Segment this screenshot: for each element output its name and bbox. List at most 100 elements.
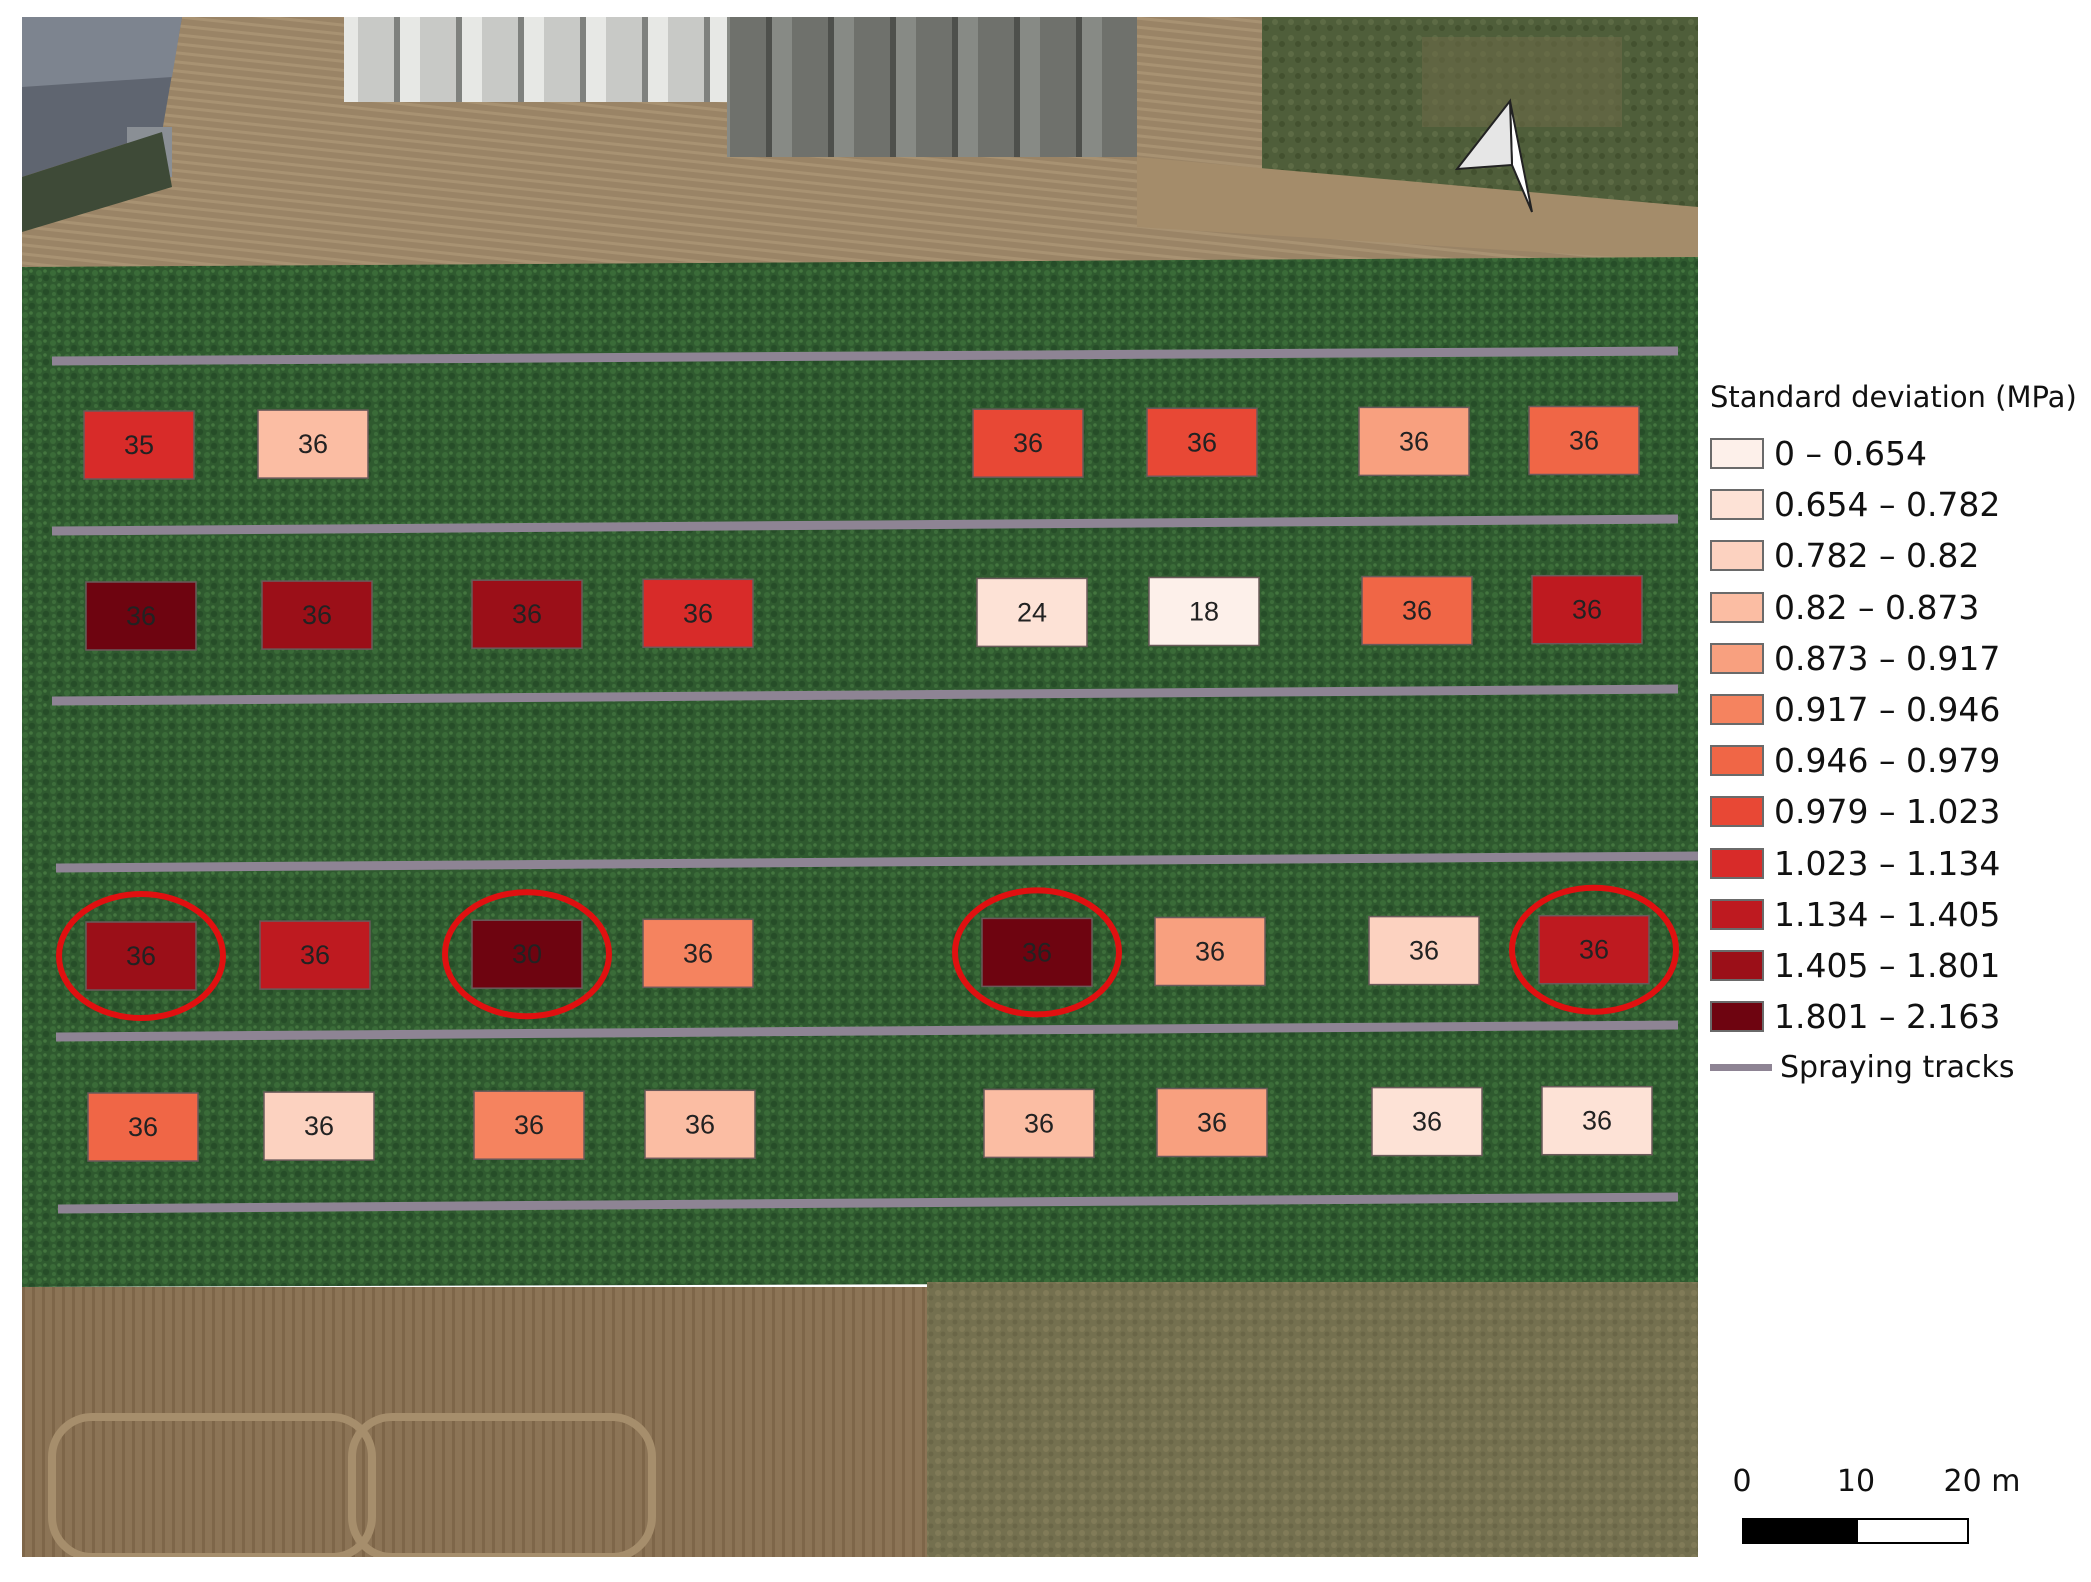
plot-rect bbox=[1358, 406, 1470, 477]
garden-bed bbox=[1422, 37, 1622, 127]
legend-swatch bbox=[1710, 898, 1764, 930]
plot: 36 bbox=[257, 409, 369, 479]
plot-label: 36 bbox=[126, 601, 156, 631]
legend-row: 1.023 – 1.134 bbox=[1710, 838, 2090, 889]
plot-label: 36 bbox=[1197, 1108, 1227, 1138]
plot-rect bbox=[87, 1092, 199, 1162]
track-road bbox=[1137, 157, 1698, 262]
legend-row: 0.873 – 0.917 bbox=[1710, 633, 2090, 684]
plot-label: 36 bbox=[1399, 426, 1429, 456]
plot: 35 bbox=[83, 410, 195, 480]
legend-swatch bbox=[1710, 847, 1764, 879]
north-arrow-icon bbox=[1454, 98, 1533, 213]
spraying-track bbox=[55, 1020, 1679, 1042]
plot: 36 bbox=[85, 581, 197, 651]
plot-rect bbox=[263, 1091, 375, 1161]
plot-rect bbox=[1148, 576, 1260, 647]
plot-rect bbox=[1156, 1087, 1268, 1158]
aerial-map: 35 36 36 36 36 36 36 36 36 36 24 18 36 36 36 36 30 36 36 36… bbox=[22, 17, 1698, 1557]
plot-label: 36 bbox=[300, 940, 330, 970]
building-roof-light bbox=[22, 17, 182, 87]
spraying-track bbox=[51, 514, 1679, 536]
plot-rect bbox=[972, 408, 1084, 478]
plot-label: 36 bbox=[304, 1111, 334, 1141]
legend-swatch bbox=[1710, 694, 1764, 726]
plot-label: 36 bbox=[128, 1112, 158, 1142]
plot-rect bbox=[1154, 916, 1266, 987]
legend-row: 0.82 – 0.873 bbox=[1710, 582, 2090, 633]
plot-rect bbox=[642, 918, 754, 989]
legend-label: 0.917 – 0.946 bbox=[1774, 690, 2001, 730]
plot-label: 36 bbox=[126, 941, 156, 971]
spraying-track bbox=[55, 851, 1698, 873]
spraying-tracks bbox=[51, 346, 1698, 1214]
greenhouses-dark bbox=[727, 17, 1137, 157]
plot-label: 24 bbox=[1017, 597, 1047, 627]
plot-rect bbox=[473, 1090, 585, 1160]
plot: 36 bbox=[1368, 915, 1480, 986]
plot-label: 36 bbox=[683, 598, 713, 628]
plot-label: 36 bbox=[1569, 426, 1599, 456]
plot-rect bbox=[259, 920, 371, 990]
legend-row: 0.782 – 0.82 bbox=[1710, 530, 2090, 581]
plot: 36 bbox=[1358, 406, 1470, 477]
legend-label: 0.654 – 0.782 bbox=[1774, 485, 2001, 525]
plot: 36 bbox=[87, 1092, 199, 1162]
spraying-track bbox=[51, 684, 1679, 706]
plot-rect bbox=[257, 409, 369, 479]
legend-swatch bbox=[1710, 489, 1764, 521]
plot: 36 bbox=[1541, 1085, 1653, 1156]
legend-label: 0.82 – 0.873 bbox=[1774, 587, 1980, 627]
legend-row: 1.134 – 1.405 bbox=[1710, 889, 2090, 940]
highlight-circle bbox=[442, 889, 612, 1020]
plot: 36 bbox=[263, 1091, 375, 1161]
legend-title: Standard deviation (MPa) bbox=[1710, 380, 2077, 414]
map-canvas: 35 36 36 36 36 36 36 36 36 36 24 18 36 36 36 36 30 36 36 36… bbox=[22, 17, 1698, 1557]
plot-layer: 35 36 36 36 36 36 36 36 36 36 24 18 36 36 36 36 30 36 36 36… bbox=[56, 405, 1679, 1162]
scale-tick-20: 20 m bbox=[1943, 1464, 2021, 1499]
wheat-field bbox=[22, 1287, 927, 1557]
legend-swatch bbox=[1710, 949, 1764, 981]
plot-label: 36 bbox=[1579, 935, 1609, 965]
plot-rect bbox=[471, 579, 583, 649]
plot-label: 36 bbox=[685, 1109, 715, 1139]
legend-label: 0.979 – 1.023 bbox=[1774, 792, 2001, 832]
plot-label: 36 bbox=[683, 938, 713, 968]
plot: 36 bbox=[1528, 405, 1640, 476]
plot: 36 bbox=[952, 887, 1122, 1018]
highlight-circle bbox=[56, 891, 226, 1021]
legend-swatch bbox=[1710, 745, 1764, 777]
plot-label: 36 bbox=[1195, 937, 1225, 967]
plot: 36 bbox=[1154, 916, 1266, 987]
legend-label: 1.405 – 1.801 bbox=[1774, 945, 2001, 985]
plot-rect bbox=[83, 410, 195, 480]
plot: 36 bbox=[1371, 1086, 1483, 1157]
plot-label: 35 bbox=[124, 430, 154, 460]
plot-label: 36 bbox=[1409, 936, 1439, 966]
plot-rect bbox=[1368, 915, 1480, 986]
scale-tick-0: 0 bbox=[1732, 1464, 1752, 1499]
legend-row-tracks: Spraying tracks bbox=[1710, 1042, 2090, 1093]
plot: 36 bbox=[56, 891, 226, 1021]
plot: 36 bbox=[1146, 407, 1258, 478]
plot-label: 36 bbox=[1022, 937, 1052, 967]
scale-tick-10: 10 bbox=[1836, 1464, 1876, 1499]
legend-label: 0.946 – 0.979 bbox=[1774, 741, 2001, 781]
hedge bbox=[22, 132, 172, 232]
plot-label: 36 bbox=[1013, 428, 1043, 458]
plot-label: 36 bbox=[514, 1110, 544, 1140]
tractor-marks bbox=[48, 1413, 376, 1557]
legend-label: 1.023 – 1.134 bbox=[1774, 843, 2001, 883]
plot: 36 bbox=[1361, 575, 1473, 646]
scale-bar: 0 10 20 m bbox=[1716, 1464, 2020, 1554]
plot-label: 36 bbox=[1572, 595, 1602, 625]
plot-label: 36 bbox=[1412, 1107, 1442, 1137]
scale-segment-white bbox=[1856, 1518, 1969, 1544]
spraying-track bbox=[57, 1192, 1679, 1214]
legend-row: 0.654 – 0.782 bbox=[1710, 479, 2090, 530]
plot: 36 bbox=[983, 1088, 1095, 1159]
plot: 36 bbox=[471, 579, 583, 649]
legend-row: 1.801 – 2.163 bbox=[1710, 991, 2090, 1042]
plot: 36 bbox=[259, 920, 371, 990]
legend-swatch bbox=[1710, 438, 1764, 470]
